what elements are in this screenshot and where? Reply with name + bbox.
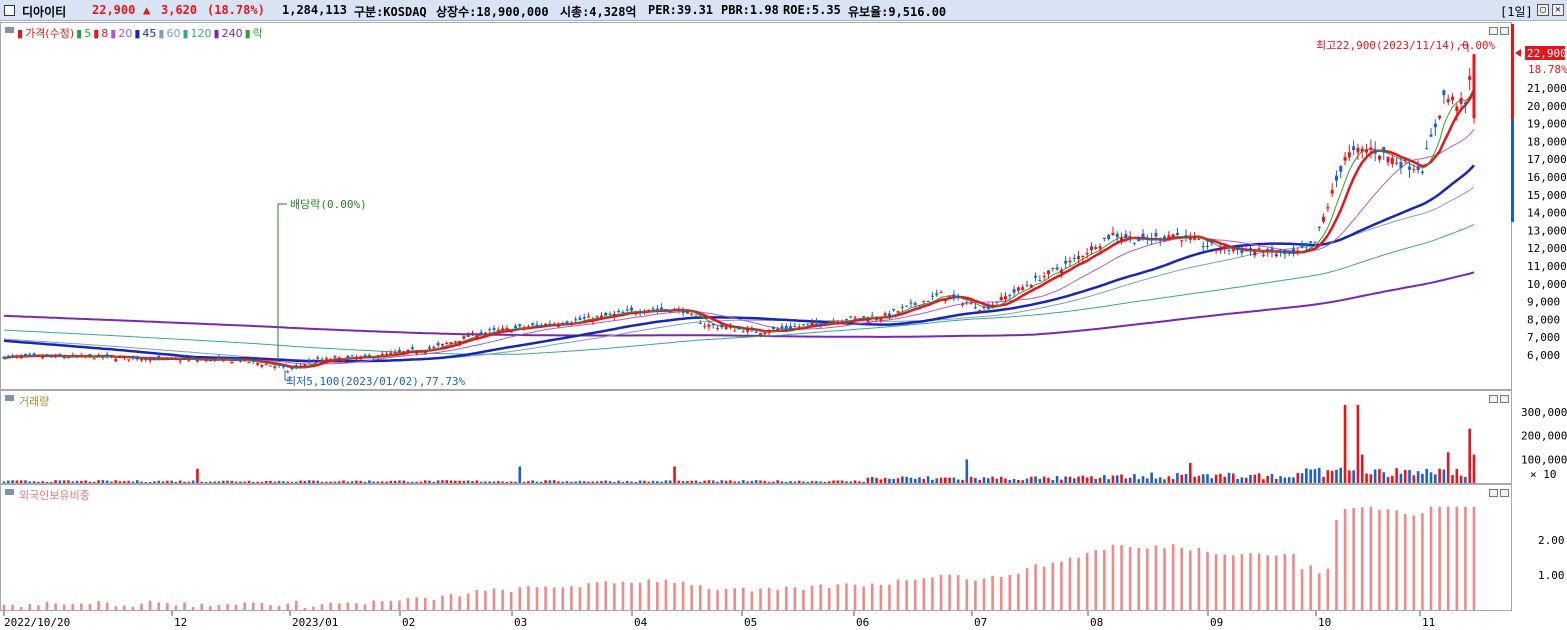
x-tick-label: 11 xyxy=(1422,616,1435,629)
foreign-legend: 외국인보유비중 xyxy=(19,489,90,502)
price-tick-label: 16,000 xyxy=(1527,171,1567,184)
panel-maximize-icon[interactable] xyxy=(1500,395,1509,403)
volume-panel[interactable]: 거래량 xyxy=(0,390,1512,484)
legend-swatch: ▮ xyxy=(244,27,251,40)
legend-swatch: ▮ xyxy=(213,27,220,40)
current-price-pointer-icon xyxy=(1515,49,1521,57)
price-legend: ▮ 가격(수정) ▮ 5 ▮ 8 ▮ 20 ▮ 45 ▮ 60 ▮ 120 ▮ 240 ▮ 락 xyxy=(17,25,265,41)
close-icon[interactable]: ✕ xyxy=(1552,4,1564,16)
volume-tick-label: 300,000 xyxy=(1521,406,1567,419)
legend-swatch: ▮ xyxy=(134,27,141,40)
legend-item[interactable]: 가격(수정) xyxy=(25,27,75,40)
x-tick-label: 03 xyxy=(514,616,527,629)
price-tick-label: 19,000 xyxy=(1527,118,1567,131)
x-tick-label: 2023/01 xyxy=(292,616,338,629)
current-price: 22,900 xyxy=(92,3,136,17)
price-tick-label: 15,000 xyxy=(1527,189,1567,202)
up-arrow-icon: ▲ xyxy=(143,3,151,17)
per-value: PER:39.31 xyxy=(648,3,714,17)
price-tick-label: 12,000 xyxy=(1527,242,1567,255)
restore-icon[interactable]: ▢ xyxy=(1537,4,1549,16)
price-tick-label: 13,000 xyxy=(1527,224,1567,237)
panel-menu-icon[interactable] xyxy=(5,27,14,33)
legend-swatch: ▮ xyxy=(76,27,83,40)
x-tick-label: 09 xyxy=(1210,616,1223,629)
volume-legend: 거래량 xyxy=(19,395,50,408)
price-panel[interactable]: ▮ 가격(수정) ▮ 5 ▮ 8 ▮ 20 ▮ 45 ▮ 60 ▮ 120 ▮ 240 ▮ 락 xyxy=(0,22,1512,390)
legend-swatch: ▮ xyxy=(93,27,100,40)
price-tick-label: 17,000 xyxy=(1527,153,1567,166)
panel-minimize-icon[interactable] xyxy=(1489,395,1498,403)
legend-swatch: ▮ xyxy=(17,27,24,40)
price-tick-label: 11,000 xyxy=(1527,260,1567,273)
x-tick-label: 12 xyxy=(174,616,187,629)
legend-item[interactable]: 45 xyxy=(142,27,157,40)
panel-maximize-icon[interactable] xyxy=(1500,489,1509,497)
market-cap: 시총:4,328억 xyxy=(560,5,637,19)
price-change-pct: (18.78%) xyxy=(207,3,265,17)
foreign-ratio-panel[interactable]: 외국인보유비중 xyxy=(0,484,1512,611)
panel-maximize-icon[interactable] xyxy=(1500,27,1509,35)
foreign-tick-label: 1.00 xyxy=(1538,569,1565,582)
price-tick-label: 6,000 xyxy=(1527,349,1560,362)
period-selector[interactable]: [1일] xyxy=(1500,5,1533,19)
x-tick-label: 07 xyxy=(974,616,987,629)
volume-value: 1,284,113 xyxy=(282,3,348,17)
volume-tick-label: 100,000 xyxy=(1521,453,1567,466)
market-type: 구분:KOSDAQ xyxy=(354,5,427,19)
legend-item[interactable]: 20 xyxy=(118,27,133,40)
price-tick-label: 18,000 xyxy=(1527,135,1567,148)
current-pct-label: 18.78% xyxy=(1528,63,1567,76)
legend-item[interactable]: 8 xyxy=(101,27,109,40)
price-tick-label: 21,000 xyxy=(1527,82,1567,95)
volume-tick-label: 200,000 xyxy=(1521,430,1567,443)
current-price-box xyxy=(1525,46,1565,60)
price-tick-label: 7,000 xyxy=(1527,331,1560,344)
x-tick-label: 04 xyxy=(634,616,648,629)
stock-name[interactable]: 디아이티 xyxy=(22,5,67,19)
x-tick-label: 10 xyxy=(1318,616,1331,629)
reserve-ratio: 유보율:9,516.00 xyxy=(848,5,947,19)
legend-item[interactable]: 120 xyxy=(190,27,212,40)
pbr-value: PBR:1.98 xyxy=(721,3,779,17)
legend-item[interactable]: 5 xyxy=(84,27,92,40)
price-tick-label: 20,000 xyxy=(1527,100,1567,113)
legend-swatch: ▮ xyxy=(182,27,189,40)
stock-info-bar: 디아이티 22,900 ▲ 3,620 (18.78%) 1,284,113 구… xyxy=(0,0,1567,21)
foreign-tick-label: 2.00 xyxy=(1538,534,1565,547)
x-tick-label: 05 xyxy=(744,616,757,629)
panel-minimize-icon[interactable] xyxy=(1489,489,1498,497)
legend-swatch: ▮ xyxy=(158,27,165,40)
price-change: 3,620 xyxy=(161,3,198,17)
legend-item[interactable]: 락 xyxy=(252,27,263,40)
panel-menu-icon[interactable] xyxy=(5,395,14,401)
price-tick-label: 8,000 xyxy=(1527,313,1560,326)
legend-item[interactable]: 240 xyxy=(221,27,243,40)
x-tick-label: 06 xyxy=(856,616,869,629)
x-tick-label: 08 xyxy=(1090,616,1103,629)
legend-swatch: ▮ xyxy=(110,27,117,40)
current-price-label: 22,900 xyxy=(1527,47,1567,60)
roe-value: ROE:5.35 xyxy=(783,3,841,17)
volume-unit-label: × 10 xyxy=(1530,468,1557,481)
legend-item[interactable]: 60 xyxy=(166,27,181,40)
price-tick-label: 10,000 xyxy=(1527,278,1567,291)
price-tick-label: 9,000 xyxy=(1527,296,1560,309)
panel-menu-icon[interactable] xyxy=(5,489,14,495)
x-tick-label: 2022/10/20 xyxy=(4,616,70,629)
listed-shares: 상장수:18,900,000 xyxy=(436,5,549,19)
panel-minimize-icon[interactable] xyxy=(1489,27,1498,35)
select-checkbox[interactable] xyxy=(4,5,15,16)
x-tick-label: 02 xyxy=(402,616,415,629)
price-tick-label: 14,000 xyxy=(1527,207,1567,220)
